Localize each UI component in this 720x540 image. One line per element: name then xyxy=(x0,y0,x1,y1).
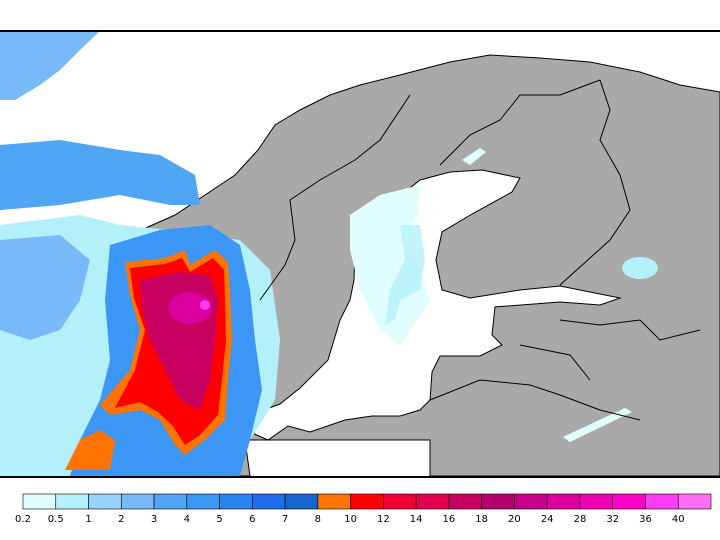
legend-swatch xyxy=(88,493,122,510)
legend-label: 2 xyxy=(118,514,124,525)
legend-label: 12 xyxy=(377,514,390,525)
legend-label: 6 xyxy=(249,514,255,525)
legend-label: 4 xyxy=(184,514,190,525)
legend-label: 16 xyxy=(443,514,456,525)
country-borders xyxy=(259,79,701,421)
legend-swatch xyxy=(514,493,548,510)
legend-label: 36 xyxy=(639,514,652,525)
legend-label: 20 xyxy=(508,514,521,525)
legend-swatch xyxy=(546,493,581,510)
legend-swatch xyxy=(448,493,482,510)
legend-swatch xyxy=(284,493,319,510)
legend-label: 18 xyxy=(475,514,488,525)
precip-band-mid xyxy=(0,140,200,210)
legend-swatch xyxy=(415,493,450,510)
precip-peak-area xyxy=(168,292,212,324)
precip-max-point xyxy=(200,300,210,310)
legend-swatch xyxy=(317,493,351,510)
legend-label: 7 xyxy=(282,514,288,525)
legend-label: 14 xyxy=(410,514,423,525)
legend-swatch xyxy=(481,493,515,510)
precip-area-west-blue xyxy=(0,235,90,340)
legend-swatch xyxy=(186,493,220,510)
legend-swatch xyxy=(383,493,417,510)
legend-label: 1 xyxy=(85,514,91,525)
legend-swatch xyxy=(350,493,384,510)
legend-swatch xyxy=(252,493,286,510)
legend-swatch xyxy=(153,493,188,510)
legend-swatch xyxy=(22,493,57,510)
legend-swatch xyxy=(55,493,89,510)
legend-label: 40 xyxy=(672,514,685,525)
precip-streak-east xyxy=(563,408,632,442)
legend-label: 0.2 xyxy=(15,514,31,525)
precip-area-russia xyxy=(622,257,658,279)
legend-swatch xyxy=(612,493,646,510)
legend-label: 3 xyxy=(151,514,157,525)
legend-label: 32 xyxy=(606,514,619,525)
legend-label: 10 xyxy=(344,514,357,525)
precip-area-baltic xyxy=(385,225,425,325)
legend-swatch xyxy=(645,493,679,510)
legend-label: 5 xyxy=(216,514,222,525)
legend-swatch xyxy=(219,493,253,510)
legend-label: 0.5 xyxy=(48,514,64,525)
legend-swatch xyxy=(677,493,712,510)
legend-label: 28 xyxy=(574,514,587,525)
precip-band-top xyxy=(0,31,100,100)
legend-label: 8 xyxy=(315,514,321,525)
precip-spot-finland xyxy=(462,148,486,165)
legend-swatch xyxy=(579,493,614,510)
legend-swatch xyxy=(120,493,155,510)
legend-label: 24 xyxy=(541,514,554,525)
